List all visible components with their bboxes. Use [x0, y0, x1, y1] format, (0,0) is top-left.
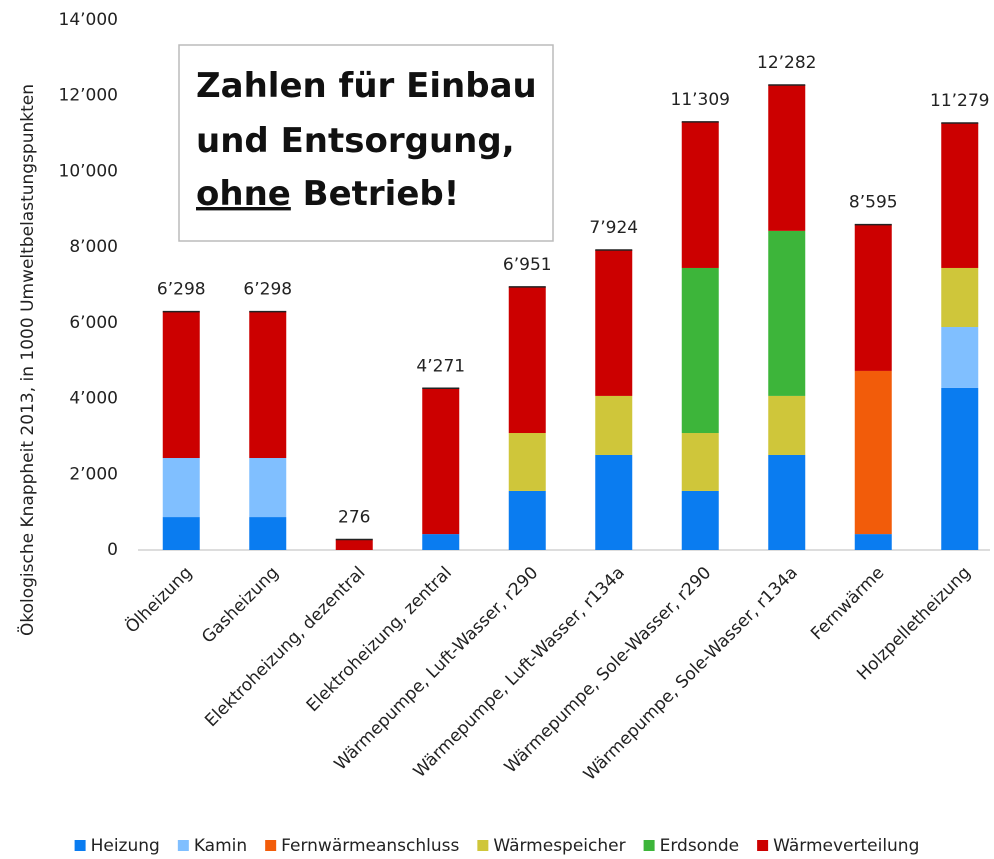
annotation-line: Zahlen für Einbau — [196, 66, 537, 106]
bar-segment — [941, 387, 979, 550]
legend-label: Wärmeverteilung — [773, 836, 919, 856]
annotation-box — [178, 44, 554, 242]
bar-segment — [508, 490, 546, 550]
total-label: 4’271 — [416, 356, 465, 376]
bar-segment — [595, 395, 633, 455]
bar-segment — [768, 454, 806, 550]
legend-swatch — [177, 840, 189, 851]
bar-segment — [854, 370, 892, 535]
bar-segment — [681, 490, 719, 550]
bar-segment — [681, 267, 719, 434]
y-tick-label: 14’000 — [59, 10, 118, 30]
annotation-rest: Betrieb! — [303, 174, 460, 214]
legend-label: Kamin — [194, 836, 247, 856]
bar-segment — [768, 395, 806, 455]
bar-segment — [595, 250, 633, 396]
total-label: 7’924 — [589, 218, 638, 238]
y-tick-label: 8’000 — [69, 237, 118, 257]
bar-segment — [854, 224, 892, 371]
bar-segment — [941, 327, 979, 388]
total-label: 6’951 — [503, 255, 552, 275]
legend-swatch — [74, 840, 86, 851]
total-label: 11’309 — [671, 90, 730, 110]
legend-swatch — [757, 840, 769, 851]
y-tick-label: 6’000 — [69, 313, 118, 333]
bar-segment — [422, 388, 460, 535]
legend-label: Erdsonde — [660, 836, 740, 856]
bar-segment — [249, 458, 287, 518]
total-label: 8’595 — [849, 193, 898, 213]
bar-segment — [768, 85, 806, 231]
y-tick-label: 0 — [107, 540, 118, 560]
annotation-line: ohne Betrieb! — [196, 174, 459, 214]
y-tick-label: 12’000 — [59, 86, 118, 106]
bar-segment — [508, 286, 546, 434]
total-label: 12’282 — [757, 53, 816, 73]
total-label: 276 — [338, 508, 370, 528]
bar-segment — [508, 433, 546, 491]
bar-segment — [335, 539, 373, 550]
total-label: 6’298 — [157, 280, 206, 300]
y-tick-label: 2’000 — [69, 464, 118, 484]
bar-segment — [768, 230, 806, 396]
bar-segment — [162, 517, 200, 550]
y-tick-label: 4’000 — [69, 389, 118, 409]
total-label: 11’279 — [930, 91, 989, 111]
bar-segment — [941, 267, 979, 328]
legend-swatch — [643, 840, 655, 851]
bar-segment — [854, 534, 892, 550]
legend-label: Wärmespeicher — [493, 836, 625, 856]
bar-segment — [162, 458, 200, 518]
bar-segment — [422, 534, 460, 550]
annotation-line: und Entsorgung, — [196, 121, 515, 161]
y-tick-label: 10’000 — [59, 161, 118, 181]
bar-segment — [595, 454, 633, 550]
bar-segment — [681, 433, 719, 491]
x-tick-label: Gasheizung — [198, 563, 283, 648]
annotation-underlined: ohne — [196, 174, 291, 214]
x-tick-label: Ölheizung — [120, 562, 196, 638]
y-axis-label: Ökologische Knappheit 2013, in 1000 Umwe… — [16, 84, 38, 636]
legend-swatch — [477, 840, 489, 851]
legend-label: Heizung — [91, 836, 160, 856]
x-tick-label: Elektroheizung, dezentral — [201, 563, 369, 731]
bar-segment — [941, 123, 979, 268]
bar-segment — [249, 517, 287, 550]
x-tick-label: Elektroheizung, zentral — [303, 563, 456, 716]
bar-segment — [249, 311, 287, 459]
bar-segment — [162, 311, 200, 459]
bar-segment — [681, 121, 719, 268]
legend-label: Fernwärmeanschluss — [281, 836, 459, 856]
legend-swatch — [265, 840, 277, 851]
x-tick-label: Fernwärme — [807, 563, 888, 644]
total-label: 6’298 — [243, 280, 292, 300]
